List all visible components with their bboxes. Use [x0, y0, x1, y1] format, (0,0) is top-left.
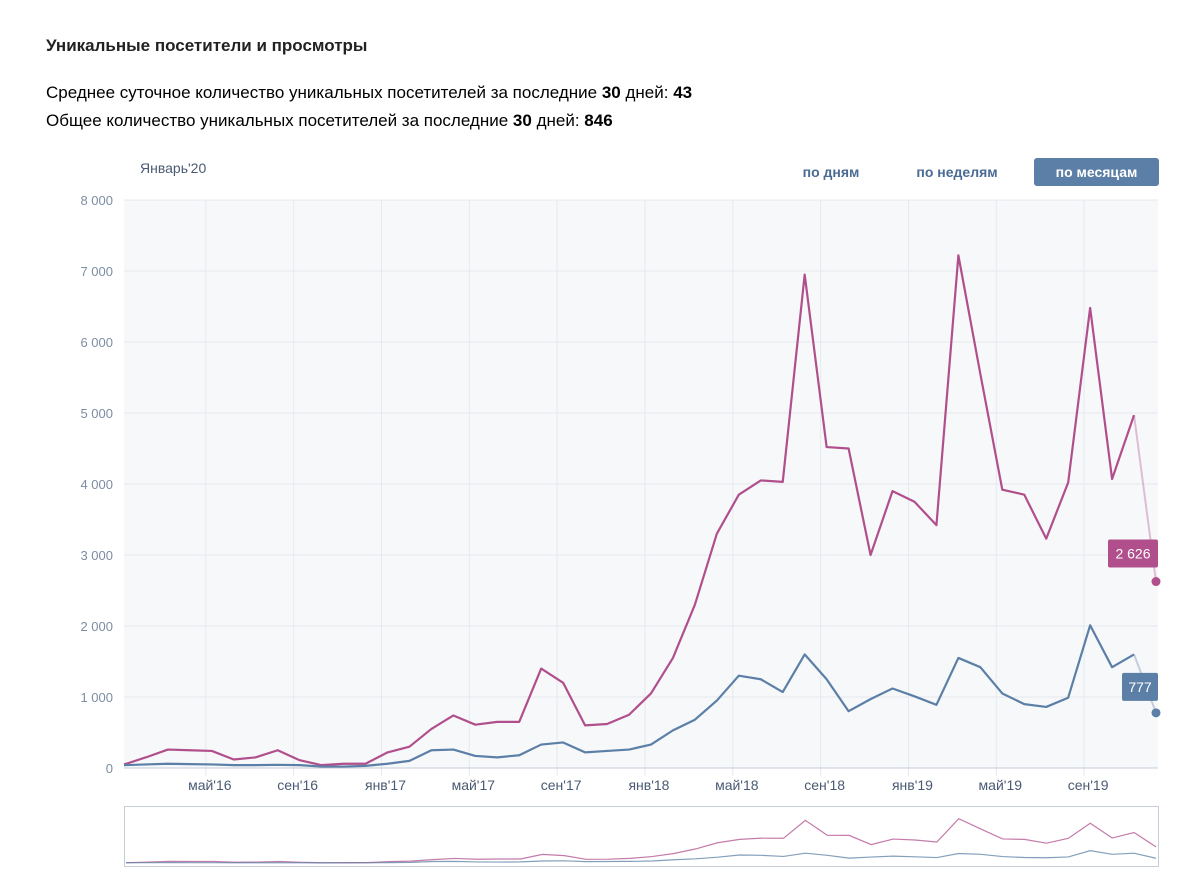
x-tick-label: янв'17 [365, 777, 406, 793]
y-tick-label: 7 000 [80, 264, 113, 279]
y-tick-label: 2 000 [80, 619, 113, 634]
x-tick-label: май'17 [452, 777, 496, 793]
total-visitors-stat: Общее количество уникальных посетителей … [46, 111, 613, 130]
tab-by-months[interactable]: по месяцам [1034, 158, 1159, 186]
x-tick-label: сен'18 [804, 777, 845, 793]
tab-by-weeks[interactable]: по неделям [916, 164, 998, 180]
y-tick-label: 6 000 [80, 335, 113, 350]
y-tick-label: 1 000 [80, 690, 113, 705]
x-tick-label: янв'19 [892, 777, 933, 793]
y-tick-label: 8 000 [80, 193, 113, 208]
views-last-value-badge [1108, 539, 1158, 568]
y-tick-label: 3 000 [80, 548, 113, 563]
views-last-point [1151, 577, 1161, 587]
visitors-navigator-line [125, 850, 1157, 864]
tab-by-days[interactable]: по дням [802, 164, 860, 180]
views-series-line [123, 254, 1136, 767]
line-chart[interactable]: 8 000 7 000 6 000 5 000 4 000 3 000 2 000 1 000… [0, 190, 1200, 805]
x-tick-label: сен'19 [1068, 777, 1109, 793]
total-visitors-value: 846 [584, 111, 613, 130]
y-tick-label: 4 000 [80, 477, 113, 492]
period-label: Январь'20 [140, 160, 207, 176]
visitors-last-value-label: 777 [1128, 679, 1152, 695]
avg-daily-visitors-stat: Среднее суточное количество уникальных п… [46, 83, 693, 102]
x-tick-label: май'16 [188, 777, 232, 793]
x-tick-label: май'18 [715, 777, 759, 793]
range-navigator[interactable] [124, 806, 1160, 868]
navigator-frame [124, 806, 1159, 867]
y-tick-label: 0 [106, 761, 113, 776]
x-tick-label: сен'17 [541, 777, 582, 793]
visitors-last-value-badge [1122, 672, 1158, 701]
avg-daily-visitors-value: 43 [673, 83, 693, 102]
x-tick-label: янв'18 [628, 777, 669, 793]
views-last-value-label: 2 626 [1115, 546, 1150, 562]
visitors-last-point [1151, 708, 1161, 718]
visitors-series-line [123, 624, 1135, 768]
page-title: Уникальные посетители и просмотры [46, 36, 368, 55]
x-tick-label: сен'16 [277, 777, 318, 793]
y-tick-label: 5 000 [80, 406, 113, 421]
x-tick-label: май'19 [979, 777, 1023, 793]
